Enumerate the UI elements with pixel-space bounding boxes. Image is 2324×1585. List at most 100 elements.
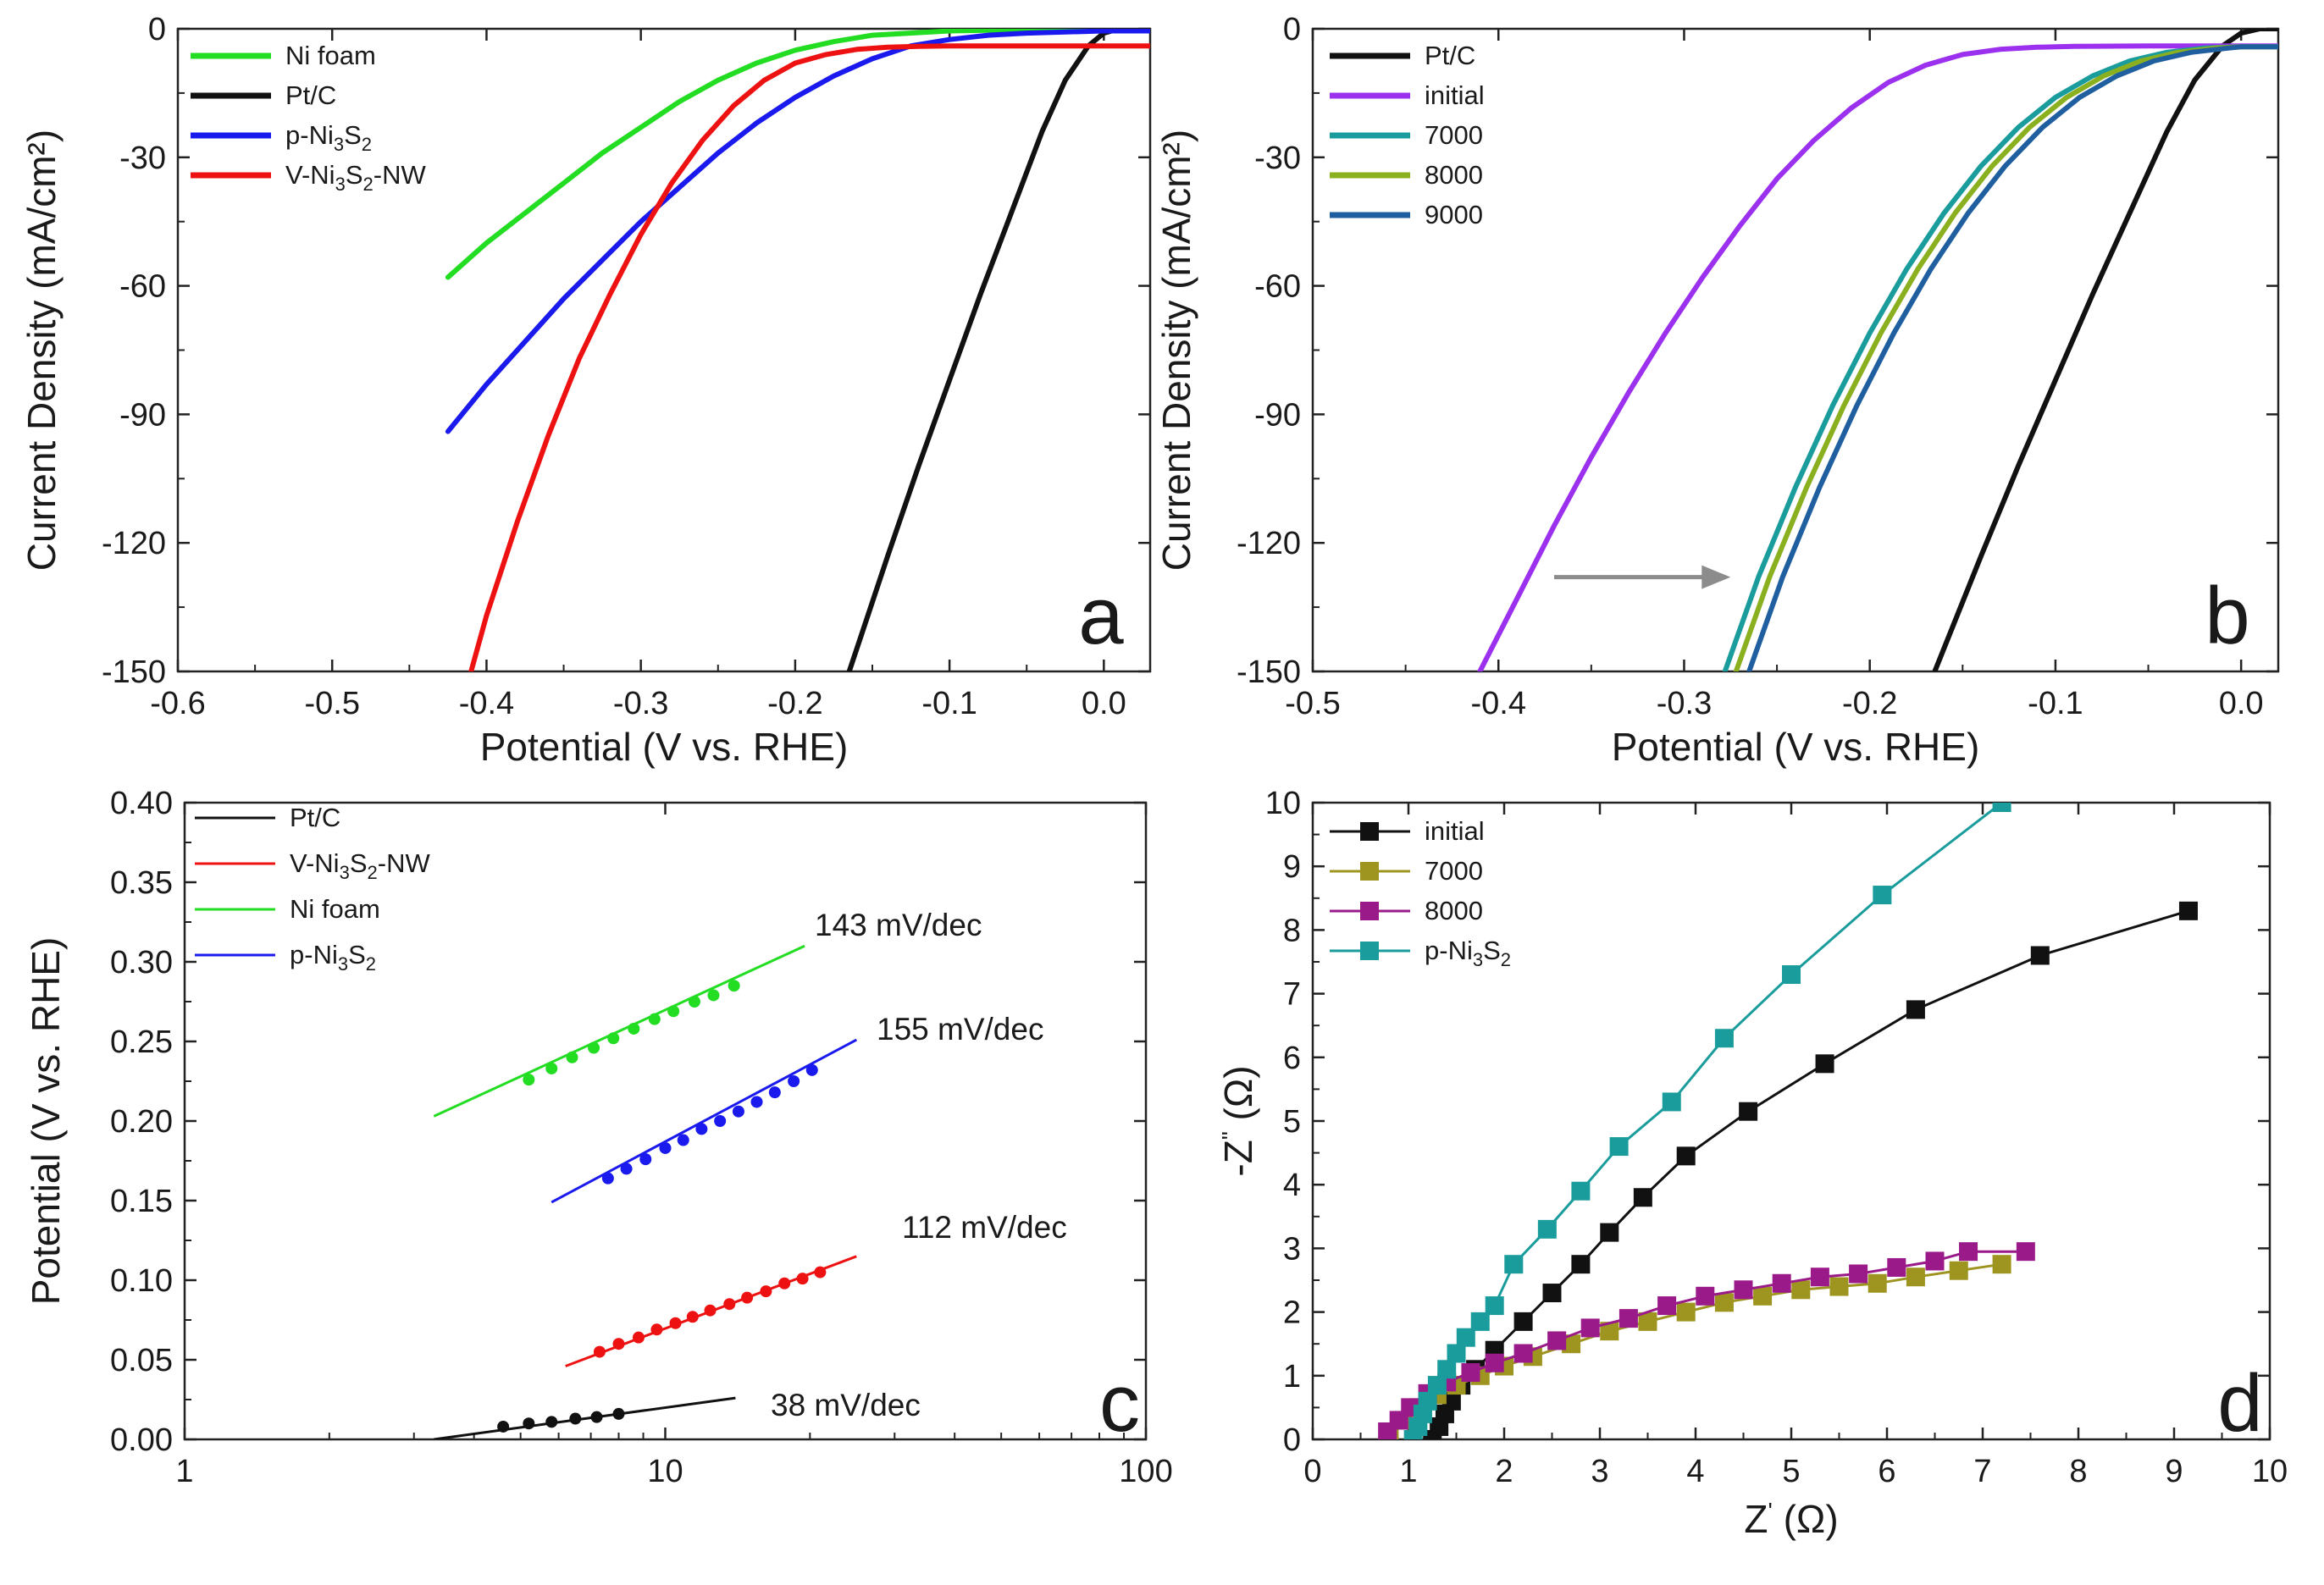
tafel-point-v-ni3s2-nw-12	[814, 1266, 827, 1278]
series-line-b-initial	[1477, 43, 2278, 671]
legend-label-b-initial: initial	[1425, 80, 1485, 110]
tafel-point-v-ni3s2-nw-6	[704, 1304, 717, 1317]
y-tick-label-d-3: 3	[1283, 1231, 1301, 1267]
y-tick-label-b-1: -30	[1254, 141, 1301, 176]
legend-label-a-p-ni3s2: p-Ni3S2	[285, 120, 372, 155]
series-line-a-ni-foam	[445, 29, 1150, 280]
legend-label-d-7000: 7000	[1425, 856, 1483, 886]
tafel-point-v-ni3s2-nw-0	[593, 1345, 606, 1358]
legend-marker-d-7000	[1360, 862, 1379, 881]
plot-area-d	[1378, 803, 2198, 1439]
nyquist-point-initial-3	[1441, 1391, 1461, 1411]
x-tick-label-a-5: -0.1	[921, 686, 977, 721]
y-tick-label-a-2: -60	[119, 269, 166, 305]
nyquist-point-p-ni3s2-6	[1447, 1344, 1466, 1363]
nyquist-point-8000-17	[1887, 1257, 1906, 1277]
tafel-point-v-ni3s2-nw-7	[723, 1298, 736, 1311]
x-tick-label-b-5: 0.0	[2219, 686, 2264, 721]
nyquist-point-p-ni3s2-7	[1456, 1328, 1475, 1347]
x-tick-label-a-6: 0.0	[1082, 686, 1126, 721]
y-tick-label-a-1: -30	[119, 141, 166, 176]
tafel-point-p-ni3s2-6	[714, 1115, 727, 1127]
nyquist-point-8000-5	[1461, 1363, 1480, 1383]
nyquist-point-7000-15	[1829, 1277, 1849, 1296]
x-axis-label-b: Potential (V vs. RHE)	[1612, 725, 1980, 769]
tafel-point-v-ni3s2-nw-11	[796, 1273, 809, 1285]
tafel-point-p-ni3s2-2	[639, 1153, 652, 1166]
x-tick-label-b-4: -0.1	[2028, 686, 2083, 721]
y-tick-label-a-5: -150	[102, 654, 166, 690]
nyquist-point-p-ni3s2-10	[1504, 1255, 1524, 1274]
tafel-point-p-ni3s2-8	[750, 1096, 763, 1108]
x-tick-label-b-2: -0.3	[1657, 686, 1712, 721]
nyquist-point-7000-9	[1600, 1322, 1619, 1341]
legend-label-b-pt-c: Pt/C	[1425, 41, 1475, 70]
panel-letter-d: d	[2217, 1358, 2262, 1449]
y-axis-label-b: Current Density (mA/cm²)	[1154, 130, 1198, 571]
nyquist-point-7000-11	[1676, 1302, 1696, 1322]
y-tick-label-c-0: 0.00	[110, 1422, 173, 1458]
tafel-point-p-ni3s2-11	[805, 1063, 818, 1076]
panel-letter-b: b	[2205, 571, 2249, 661]
y-tick-label-c-4: 0.20	[110, 1104, 173, 1140]
nyquist-point-initial-11	[1633, 1188, 1652, 1207]
plot-area-b	[1477, 29, 2278, 671]
nyquist-point-p-ni3s2-9	[1485, 1296, 1504, 1316]
legend-label-b-7000: 7000	[1425, 120, 1483, 150]
y-tick-label-d-8: 8	[1283, 913, 1301, 948]
y-tick-label-b-4: -120	[1237, 526, 1301, 561]
y-tick-label-c-8: 0.40	[110, 786, 173, 821]
y-tick-label-d-9: 9	[1283, 849, 1301, 885]
x-tick-label-b-1: -0.4	[1470, 686, 1525, 721]
nyquist-point-p-ni3s2-14	[1662, 1092, 1681, 1112]
x-tick-label-d-9: 9	[2165, 1454, 2183, 1489]
nyquist-point-initial-17	[2178, 901, 2198, 920]
y-tick-label-b-2: -60	[1254, 269, 1301, 305]
y-tick-label-d-0: 0	[1283, 1422, 1301, 1458]
tafel-point-pt-c-5	[612, 1407, 625, 1420]
y-tick-label-a-4: -120	[102, 526, 166, 561]
y-axis-label-c: Potential (V vs. RHE)	[24, 937, 68, 1306]
nyquist-point-initial-14	[1815, 1054, 1834, 1074]
tafel-point-pt-c-4	[590, 1411, 603, 1423]
series-line-b-pt-c	[1932, 29, 2278, 671]
tafel-point-v-ni3s2-nw-8	[741, 1291, 754, 1304]
nyquist-point-8000-9	[1580, 1318, 1600, 1338]
slope-label-pt-c: 38 mV/dec	[771, 1388, 921, 1422]
nyquist-point-7000-17	[1906, 1267, 1925, 1287]
legend-marker-d-p-ni3s2	[1360, 942, 1379, 960]
nyquist-point-8000-15	[1810, 1267, 1829, 1287]
nyquist-point-7000-18	[1949, 1261, 1968, 1280]
y-tick-label-d-1: 1	[1283, 1359, 1301, 1394]
x-tick-label-d-5: 5	[1782, 1454, 1800, 1489]
nyquist-point-8000-13	[1734, 1280, 1753, 1300]
fit-line-pt-c	[434, 1396, 736, 1439]
legend-label-a-pt-c: Pt/C	[285, 80, 336, 110]
tafel-point-ni-foam-5	[628, 1022, 640, 1035]
y-tick-label-b-5: -150	[1237, 654, 1301, 690]
tafel-point-ni-foam-7	[667, 1005, 680, 1018]
panel-d: 0 1 2 3 4 5 6 7 8 9 10 0 1 2 3 4 5 6 7 8 9 10 Z' (Ω) -Z" (Ω) ini…	[1216, 786, 2288, 1541]
fit-line-ni-foam	[433, 944, 805, 1118]
nyquist-point-8000-19	[1959, 1242, 1978, 1262]
nyquist-point-p-ni3s2-16	[1782, 965, 1801, 985]
tafel-point-v-ni3s2-nw-9	[760, 1285, 772, 1298]
series-line-b-7000	[1722, 44, 2278, 671]
nyquist-point-p-ni3s2-15	[1714, 1029, 1734, 1048]
tafel-point-pt-c-2	[545, 1416, 558, 1428]
legend-b: Pt/C initial 7000 8000 9000	[1330, 41, 1485, 229]
tafel-point-ni-foam-0	[523, 1074, 535, 1086]
nyquist-point-p-ni3s2-13	[1609, 1137, 1629, 1157]
x-tick-label-d-7: 7	[1973, 1454, 1991, 1489]
nyquist-point-p-ni3s2-12	[1571, 1181, 1591, 1201]
y-tick-label-b-0: 0	[1283, 12, 1301, 47]
tafel-point-v-ni3s2-nw-3	[650, 1323, 663, 1336]
panel-c: 1 10 100 0.00 0.05 0.10 0.15 0.20 0.25 0.30 0.35 0.…	[24, 786, 1173, 1489]
nyquist-point-7000-14	[1791, 1280, 1811, 1300]
legend-label-c-ni-foam: Ni foam	[290, 894, 380, 924]
tafel-point-p-ni3s2-0	[601, 1172, 614, 1185]
y-tick-label-c-6: 0.30	[110, 945, 173, 980]
slope-label-ni-foam: 143 mV/dec	[815, 908, 982, 942]
plot-area-a	[445, 29, 1150, 671]
